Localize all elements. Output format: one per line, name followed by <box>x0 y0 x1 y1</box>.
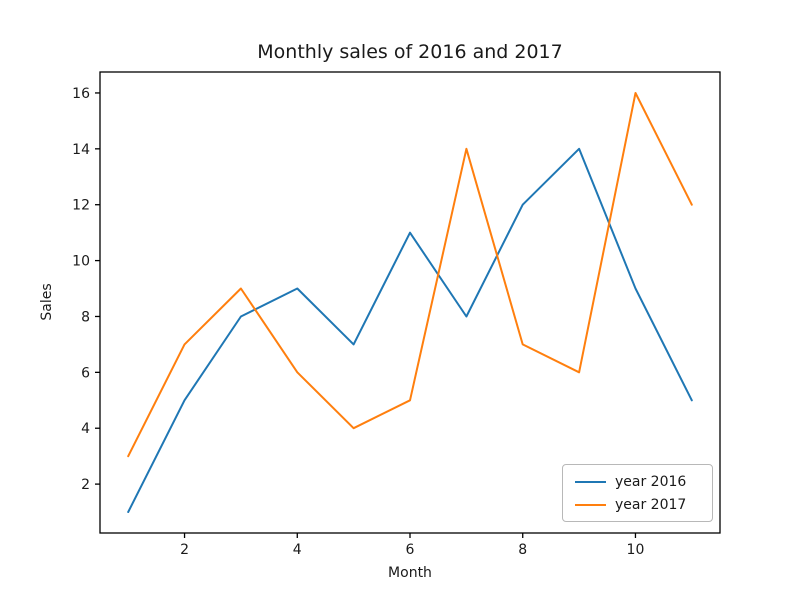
x-tick-label: 4 <box>293 542 302 558</box>
legend: year 2016 year 2017 <box>562 464 713 522</box>
y-tick-label: 4 <box>81 421 90 437</box>
legend-label-year-2017: year 2017 <box>615 496 687 513</box>
series-line-year-2017 <box>127 92 693 458</box>
y-tick-label: 14 <box>72 142 90 158</box>
legend-label-year-2016: year 2016 <box>615 473 687 490</box>
x-tick-label: 8 <box>518 542 527 558</box>
y-tick-label: 2 <box>81 477 90 493</box>
legend-entry-year-2017: year 2017 <box>575 497 712 513</box>
series-line-year-2016 <box>127 147 693 513</box>
y-axis-label: Sales <box>39 283 55 321</box>
y-tick-label: 16 <box>72 86 90 102</box>
y-tick-label: 8 <box>81 309 90 325</box>
y-tick-label: 6 <box>81 365 90 381</box>
y-tick-label: 12 <box>72 198 90 214</box>
x-tick-label: 10 <box>627 542 645 558</box>
x-tick-label: 6 <box>406 542 415 558</box>
x-axis-label: Month <box>388 565 432 581</box>
legend-entry-year-2016: year 2016 <box>575 474 712 490</box>
chart-title: Monthly sales of 2016 and 2017 <box>257 41 563 63</box>
y-tick-label: 10 <box>72 254 90 270</box>
legend-line-sample-year-2017 <box>575 503 606 506</box>
legend-line-sample-year-2016 <box>575 480 606 483</box>
x-tick-label: 2 <box>180 542 189 558</box>
